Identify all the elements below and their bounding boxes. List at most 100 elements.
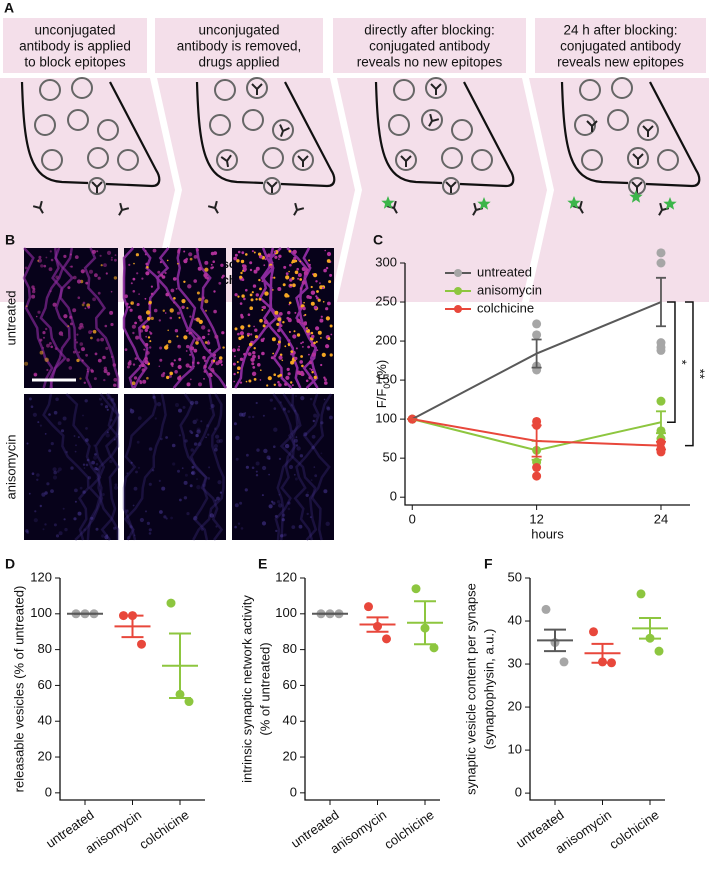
- puncta: [239, 501, 243, 505]
- puncta: [313, 413, 318, 418]
- fused-vesicle: [442, 177, 460, 195]
- puncta: [190, 346, 195, 351]
- puncta: [235, 457, 239, 461]
- puncta: [83, 467, 86, 469]
- puncta: [134, 357, 138, 360]
- y-tick-label: 100: [30, 605, 52, 620]
- puncta: [310, 368, 313, 371]
- puncta: [320, 315, 323, 318]
- puncta: [309, 368, 311, 370]
- puncta: [194, 318, 197, 321]
- vesicle: [292, 149, 314, 171]
- puncta: [129, 409, 135, 414]
- puncta: [252, 415, 255, 419]
- puncta: [96, 338, 100, 342]
- y-axis-label: F/F0 (%): [374, 360, 392, 408]
- puncta: [58, 531, 63, 536]
- puncta: [203, 273, 208, 278]
- puncta: [279, 324, 283, 327]
- legend-label: anisomycin: [477, 282, 542, 297]
- puncta: [177, 250, 181, 254]
- puncta: [293, 330, 296, 333]
- puncta: [137, 315, 142, 320]
- data-point: [429, 643, 439, 653]
- puncta: [50, 489, 54, 493]
- puncta: [267, 376, 272, 381]
- puncta: [184, 439, 188, 443]
- puncta: [290, 381, 293, 384]
- puncta: [152, 395, 156, 399]
- puncta: [241, 251, 245, 255]
- puncta: [183, 259, 188, 264]
- puncta: [145, 325, 150, 330]
- puncta: [268, 457, 271, 460]
- puncta: [113, 377, 118, 382]
- puncta: [74, 255, 79, 259]
- puncta: [234, 503, 239, 508]
- puncta: [40, 264, 44, 268]
- puncta: [205, 436, 207, 439]
- puncta: [136, 272, 139, 275]
- puncta: [113, 485, 119, 490]
- puncta: [291, 525, 296, 529]
- puncta: [170, 362, 174, 366]
- puncta: [85, 438, 89, 442]
- puncta: [198, 319, 203, 324]
- puncta: [232, 348, 236, 353]
- y-tick-label: 30: [508, 655, 522, 670]
- y-tick-label: 80: [38, 641, 52, 656]
- puncta: [99, 397, 102, 401]
- puncta: [285, 275, 290, 280]
- puncta: [78, 351, 81, 354]
- puncta: [305, 268, 309, 272]
- puncta: [63, 254, 67, 258]
- puncta: [144, 343, 149, 347]
- puncta: [114, 483, 118, 487]
- puncta: [218, 281, 222, 285]
- antibody: [279, 124, 290, 137]
- puncta: [79, 377, 82, 380]
- antibody: [251, 83, 263, 95]
- puncta: [111, 256, 113, 259]
- puncta: [203, 378, 205, 380]
- data-point: [411, 584, 421, 594]
- puncta: [95, 527, 99, 531]
- puncta: [36, 478, 39, 481]
- puncta: [207, 333, 210, 336]
- puncta: [298, 524, 303, 529]
- y-axis-label: intrinsic synaptic network activity: [239, 595, 254, 783]
- puncta: [244, 488, 248, 492]
- puncta: [326, 259, 331, 263]
- puncta: [165, 517, 168, 520]
- puncta: [139, 517, 144, 523]
- puncta: [173, 359, 176, 362]
- puncta: [316, 290, 319, 293]
- puncta: [185, 363, 190, 368]
- puncta: [92, 329, 97, 334]
- puncta: [178, 434, 181, 437]
- puncta: [189, 353, 192, 356]
- legend-label: untreated: [477, 264, 532, 279]
- puncta: [196, 485, 201, 490]
- antibody: [220, 154, 232, 168]
- puncta: [168, 339, 172, 344]
- puncta: [233, 256, 238, 261]
- puncta: [276, 322, 280, 326]
- puncta: [250, 357, 255, 362]
- y-axis-label: (synaptophysin, a.u.): [481, 629, 496, 750]
- puncta: [202, 356, 205, 359]
- puncta: [76, 333, 79, 336]
- puncta: [303, 432, 308, 437]
- puncta: [104, 535, 109, 540]
- neurite: [176, 247, 228, 389]
- data-point: [656, 345, 666, 355]
- y-tick-label: 0: [290, 784, 297, 799]
- puncta: [215, 434, 220, 439]
- puncta: [55, 397, 59, 402]
- puncta: [46, 482, 50, 486]
- puncta: [161, 275, 166, 279]
- puncta: [176, 311, 181, 315]
- puncta: [220, 363, 223, 366]
- puncta: [39, 424, 43, 427]
- puncta: [204, 341, 208, 344]
